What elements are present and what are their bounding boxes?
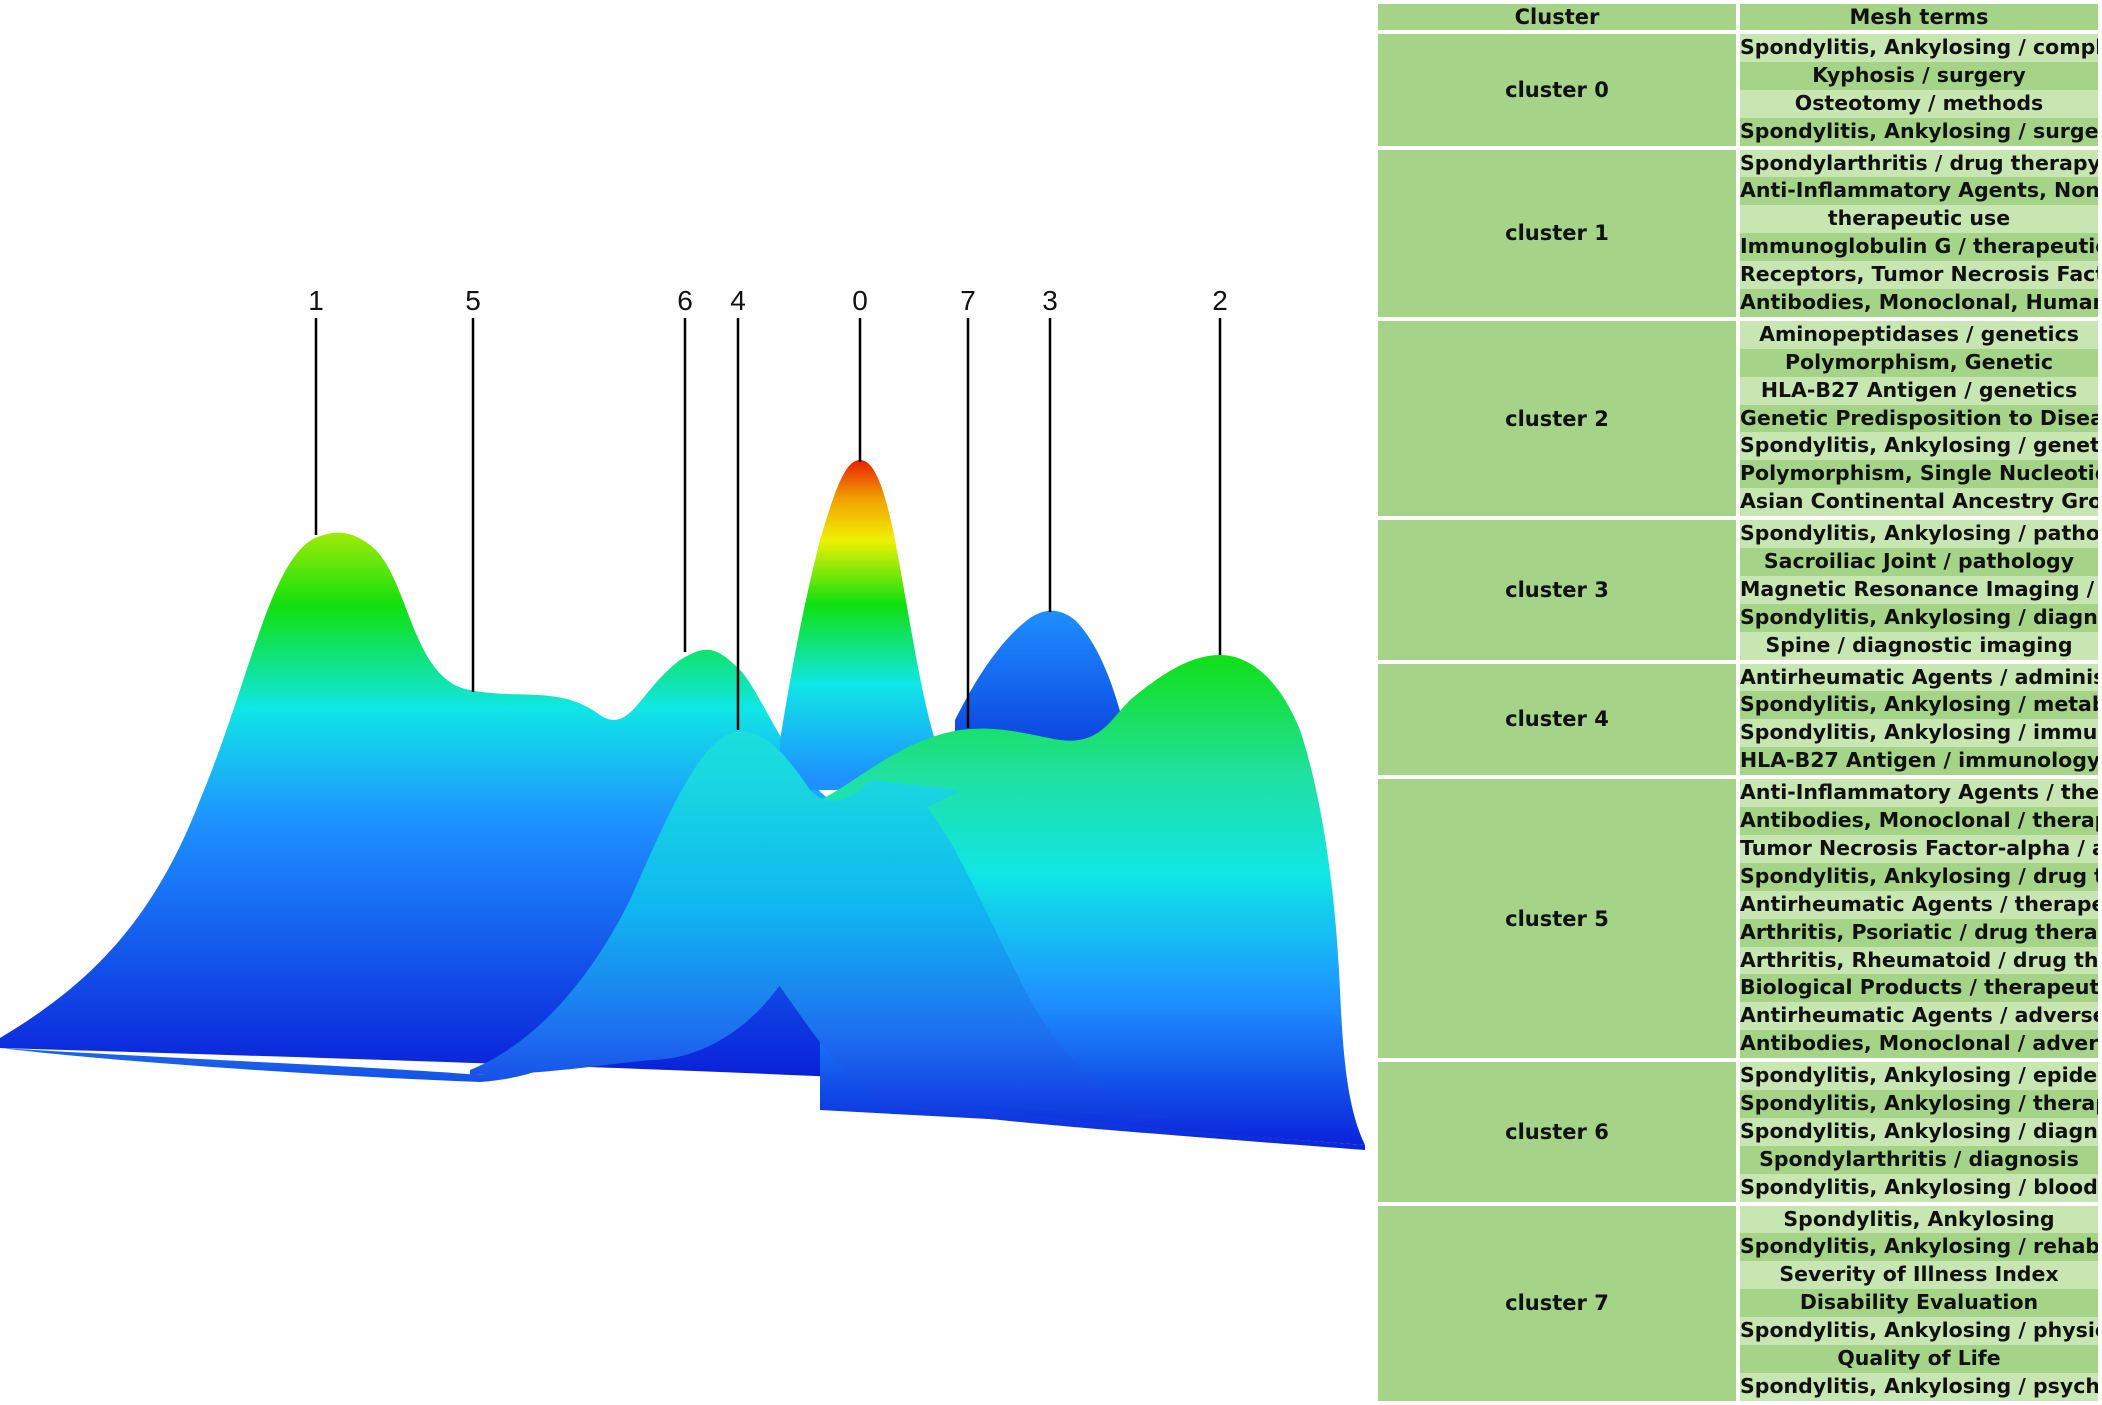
surface-peak-0 bbox=[780, 460, 935, 790]
mesh-term: Polymorphism, Single Nucleotide bbox=[1740, 460, 2098, 489]
peak-label-4: 4 bbox=[730, 285, 746, 316]
mesh-term: Spondylitis, Ankylosing / complications bbox=[1740, 34, 2098, 62]
mesh-term: Spondylitis, Ankylosing / metabolism bbox=[1740, 691, 2098, 720]
mesh-term: Biological Products / therapeutic use bbox=[1740, 974, 2098, 1003]
cluster-terms: Spondylitis, Ankylosing / epidemiologySp… bbox=[1740, 1062, 2098, 1202]
surface-front-ridge bbox=[470, 731, 960, 1075]
mesh-term: Spondylitis, Ankylosing / pathology bbox=[1740, 520, 2098, 549]
header-mesh-terms: Mesh terms bbox=[1740, 4, 2098, 30]
mesh-term: Spondylitis, Ankylosing / therapy bbox=[1740, 1089, 2098, 1118]
mesh-term: Antirheumatic Agents / administration & … bbox=[1740, 663, 2098, 692]
cluster-terms: Spondylarthritis / drug therapy Anti-Infl… bbox=[1740, 149, 2098, 317]
mesh-term: Antibodies, Monoclonal, Humanized / ther… bbox=[1740, 289, 2098, 317]
mesh-term: Arthritis, Psoriatic / drug therapy bbox=[1740, 918, 2098, 947]
cluster-name: cluster 0 bbox=[1378, 34, 1736, 146]
cluster-row: cluster 6 Spondylitis, Ankylosing / epide… bbox=[1378, 1062, 2098, 1202]
mesh-term: Tumor Necrosis Factor-alpha / antagonist… bbox=[1740, 834, 2098, 863]
mesh-term: Sacroiliac Joint / pathology bbox=[1740, 548, 2098, 576]
mesh-term: Antirheumatic Agents / therapeutic use bbox=[1740, 890, 2098, 919]
cluster-terms: Anti-Inflammatory Agents / therapeutic u… bbox=[1740, 779, 2098, 1059]
peak-label-3: 3 bbox=[1042, 285, 1058, 316]
mesh-term: Spondylitis, Ankylosing / genetics bbox=[1740, 432, 2098, 461]
mesh-term: Polymorphism, Genetic bbox=[1740, 348, 2098, 377]
mesh-term: Spondylitis, Ankylosing / blood bbox=[1740, 1173, 2098, 1202]
cluster-row: cluster 7 Spondylitis, Ankylosing Spondyli… bbox=[1378, 1205, 2098, 1401]
cluster-name: cluster 5 bbox=[1378, 779, 1736, 1059]
cluster-terms: Aminopeptidases / genetics Polymorphism, … bbox=[1740, 320, 2098, 517]
mesh-term: Anti-Inflammatory Agents, Non-Steroidal … bbox=[1740, 177, 2098, 206]
peak-label-7: 7 bbox=[960, 285, 976, 316]
mesh-term: Antibodies, Monoclonal / therapeutic use bbox=[1740, 807, 2098, 835]
mesh-term: Spondylitis, Ankylosing / drug therapy bbox=[1740, 862, 2098, 891]
mesh-term: Quality of Life bbox=[1740, 1344, 2098, 1373]
mesh-term: Spondylitis, Ankylosing / epidemiology bbox=[1740, 1062, 2098, 1090]
mesh-term: Spondylitis, Ankylosing / physiopatholog… bbox=[1740, 1317, 2098, 1345]
mesh-term: Magnetic Resonance Imaging / methods bbox=[1740, 575, 2098, 604]
mesh-term: Spondylitis, Ankylosing / immunology bbox=[1740, 719, 2098, 748]
mesh-term: Aminopeptidases / genetics bbox=[1740, 320, 2098, 349]
cluster-name: cluster 1 bbox=[1378, 149, 1736, 317]
mesh-term: Spine / diagnostic imaging bbox=[1740, 631, 2098, 660]
density-landscape: 1 5 6 4 0 7 3 2 bbox=[0, 285, 1365, 1150]
mesh-term: Severity of Illness Index bbox=[1740, 1261, 2098, 1290]
mesh-term: Kyphosis / surgery bbox=[1740, 61, 2098, 90]
peak-label-0: 0 bbox=[852, 285, 868, 316]
mesh-term: HLA-B27 Antigen / immunology bbox=[1740, 747, 2098, 776]
mesh-term: Antibodies, Monoclonal / adverse effects bbox=[1740, 1030, 2098, 1059]
mesh-term: Osteotomy / methods bbox=[1740, 89, 2098, 118]
cluster-name: cluster 4 bbox=[1378, 663, 1736, 776]
mesh-term: Asian Continental Ancestry Group / genet… bbox=[1740, 488, 2098, 517]
mesh-term: Spondylitis, Ankylosing / rehabilitation bbox=[1740, 1233, 2098, 1262]
peak-label-1: 1 bbox=[308, 285, 324, 316]
mesh-term: Spondylitis, Ankylosing / surgery bbox=[1740, 117, 2098, 146]
mesh-term: Antirheumatic Agents / adverse effects bbox=[1740, 1002, 2098, 1031]
peak-label-6: 6 bbox=[677, 285, 693, 316]
mesh-term: Receptors, Tumor Necrosis Factor / thera… bbox=[1740, 261, 2098, 290]
mesh-term: therapeutic use bbox=[1740, 205, 2098, 234]
mesh-term: HLA-B27 Antigen / genetics bbox=[1740, 376, 2098, 405]
mesh-term: Arthritis, Rheumatoid / drug therapy bbox=[1740, 946, 2098, 975]
surface-valley bbox=[760, 792, 1180, 1120]
cluster-name: cluster 7 bbox=[1378, 1205, 1736, 1401]
mesh-term: Spondylitis, Ankylosing bbox=[1740, 1205, 2098, 1234]
mesh-term: Spondylarthritis / drug therapy bbox=[1740, 149, 2098, 178]
cluster-terms: Spondylitis, Ankylosing / pathologySacro… bbox=[1740, 520, 2098, 660]
cluster-mesh-table: Cluster Mesh terms cluster 0 Spondylitis,… bbox=[1374, 0, 2102, 1405]
mesh-term: Spondylitis, Ankylosing / diagnostic ima… bbox=[1740, 603, 2098, 632]
mesh-term: Spondylitis, Ankylosing / diagnosis bbox=[1740, 1117, 2098, 1146]
cluster-name: cluster 2 bbox=[1378, 320, 1736, 517]
cluster-name: cluster 6 bbox=[1378, 1062, 1736, 1202]
header-cluster: Cluster bbox=[1378, 4, 1736, 30]
density-landscape-svg: 1 5 6 4 0 7 3 2 bbox=[0, 285, 1365, 1150]
mesh-term: Disability Evaluation bbox=[1740, 1289, 2098, 1318]
mesh-term: Spondylarthritis / diagnosis bbox=[1740, 1145, 2098, 1174]
mesh-term: Spondylitis, Ankylosing / psychology bbox=[1740, 1372, 2098, 1401]
peak-label-5: 5 bbox=[465, 285, 481, 316]
mesh-term: Anti-Inflammatory Agents / therapeutic u… bbox=[1740, 779, 2098, 808]
cluster-terms: Antirheumatic Agents / administration & … bbox=[1740, 663, 2098, 776]
cluster-terms: Spondylitis, Ankylosing Spondylitis, Anky… bbox=[1740, 1205, 2098, 1401]
cluster-row: cluster 1 Spondylarthritis / drug therapy… bbox=[1378, 149, 2098, 317]
mesh-term: Immunoglobulin G / therapeutic use bbox=[1740, 233, 2098, 262]
cluster-name: cluster 3 bbox=[1378, 520, 1736, 660]
table-header-row: Cluster Mesh terms bbox=[1378, 4, 2098, 30]
mesh-term: Genetic Predisposition to Disease bbox=[1740, 404, 2098, 433]
cluster-row: cluster 3 Spondylitis, Ankylosing / patho… bbox=[1378, 520, 2098, 660]
peak-label-2: 2 bbox=[1212, 285, 1228, 316]
cluster-row: cluster 2 Aminopeptidases / genetics Polym… bbox=[1378, 320, 2098, 517]
cluster-terms: Spondylitis, Ankylosing / complicationsK… bbox=[1740, 34, 2098, 146]
